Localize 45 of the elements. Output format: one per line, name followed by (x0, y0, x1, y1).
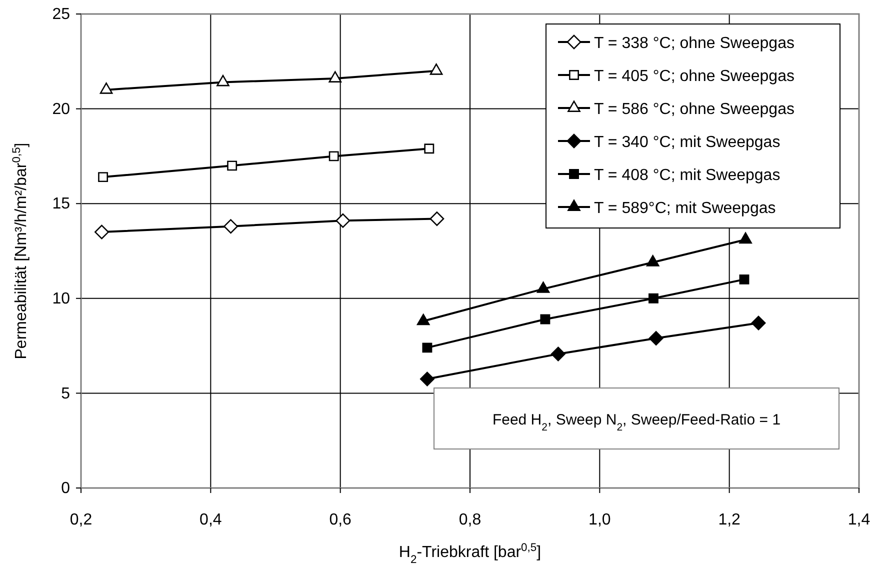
x-tick-label: 1,2 (718, 511, 741, 528)
point (536, 282, 550, 293)
point (336, 213, 350, 228)
point (430, 64, 443, 75)
point (430, 212, 444, 226)
y-tick-label: 20 (52, 100, 70, 118)
y-tick-label: 15 (52, 196, 70, 213)
x-tick-label: 1,0 (588, 511, 611, 528)
point (98, 172, 108, 182)
point (424, 144, 434, 154)
x-tick-label: 0,2 (70, 511, 92, 528)
y-tick-label: 5 (61, 385, 70, 402)
legend-label: T = 338 °C; ohne Sweepgas (594, 35, 794, 52)
point (648, 293, 658, 304)
point (751, 316, 766, 330)
point (422, 342, 432, 353)
point (328, 71, 342, 82)
y-tick-label: 10 (52, 290, 70, 308)
point (227, 160, 238, 171)
x-tick-label: 0,8 (458, 511, 482, 528)
point (224, 219, 238, 234)
x-axis-title: H$_{2}$-Triebkraft [bar$^{0,5}$] (398, 542, 542, 566)
legend-label: T = 589°C; mit Sweepgas (594, 200, 776, 217)
annotation: Feed H$_{2}$, Sweep N$_{2}$, Sweep/Feed-Ratio = 1 (492, 412, 781, 434)
note-box: Feed H$_{2}$, Sweep N$_{2}$, Sweep/Feed-Ratio = 1 (434, 388, 840, 450)
point (216, 74, 230, 86)
x-tick-label: 0,6 (329, 511, 352, 528)
x-tick-label: 0,4 (200, 511, 222, 528)
point (540, 314, 550, 324)
legend-label: T = 405 °C; ohne Sweepgas (594, 68, 794, 85)
point (646, 255, 660, 266)
point (94, 224, 109, 240)
point (420, 372, 434, 386)
y-tick-label: 25 (52, 6, 70, 24)
point (739, 274, 750, 284)
point (328, 151, 339, 162)
legend-label: T = 340 °C; mit Sweepgas (594, 134, 780, 151)
point (100, 82, 113, 94)
point (648, 331, 664, 346)
point (739, 232, 752, 244)
y-tick-label: 0 (61, 480, 70, 498)
legend-label: T = 586 °C; ohne Sweepgas (594, 101, 794, 118)
legend-label: T = 408 °C; mit Sweepgas (594, 167, 780, 184)
point (550, 346, 566, 362)
x-tick-label: 1,4 (848, 511, 870, 528)
